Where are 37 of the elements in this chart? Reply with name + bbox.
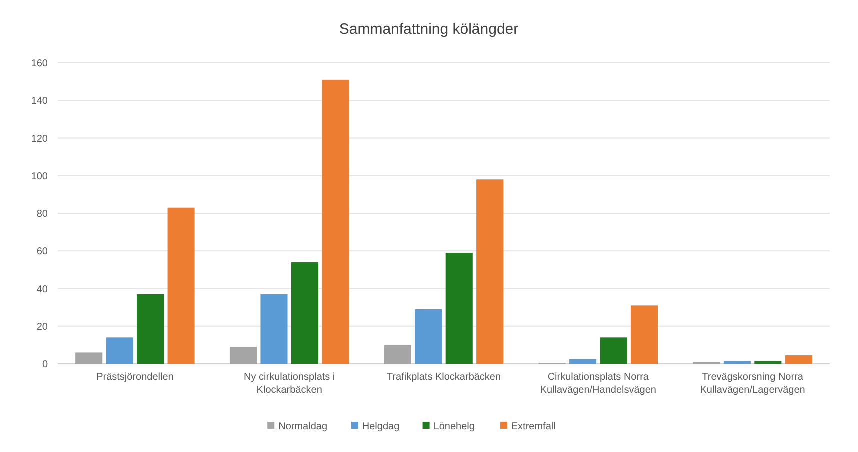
bar <box>476 180 504 364</box>
bar <box>724 361 751 364</box>
y-tick-label: 160 <box>31 58 48 70</box>
y-tick-label: 40 <box>36 284 48 296</box>
bar <box>785 356 812 364</box>
bar <box>630 306 658 364</box>
x-tick-label: Cirkulationsplats Norra Kullavägen/Handelsvägen <box>540 372 656 396</box>
bar <box>754 361 782 364</box>
y-tick-label: 120 <box>31 134 48 145</box>
bar <box>168 208 195 364</box>
bar <box>322 80 350 364</box>
bar <box>570 359 597 364</box>
legend-label: Helgdag <box>362 422 400 432</box>
x-tick-label: Ny cirkulationsplats i Klockarbäcken <box>244 372 336 396</box>
y-tick-label: 140 <box>31 96 48 108</box>
y-tick-label: 20 <box>36 322 48 333</box>
bar <box>600 338 628 364</box>
bar <box>230 347 258 364</box>
y-tick-label: 0 <box>42 360 48 370</box>
bar <box>384 345 412 364</box>
x-tick-label: Prästsjörondellen <box>96 372 174 383</box>
legend-label: Lönehelg <box>434 422 475 432</box>
x-tick-label: Trevägskorsning Norra Kullavägen/Lagervägen <box>700 372 806 396</box>
legend-label: Extremfall <box>511 422 556 432</box>
bar <box>106 338 134 364</box>
bar <box>137 294 164 364</box>
x-tick-label: Trafikplats Klockarbäcken <box>386 372 502 383</box>
chart-title: Sammanfattning kölängder <box>339 21 519 38</box>
bar <box>446 253 473 364</box>
bar <box>260 294 288 364</box>
legend-label: Normaldag <box>278 422 328 432</box>
bar <box>415 309 442 364</box>
y-tick-label: 80 <box>36 209 48 220</box>
bar <box>291 262 318 364</box>
bar <box>76 352 103 364</box>
y-tick-label: 60 <box>36 246 48 258</box>
y-tick-label: 100 <box>31 171 48 182</box>
